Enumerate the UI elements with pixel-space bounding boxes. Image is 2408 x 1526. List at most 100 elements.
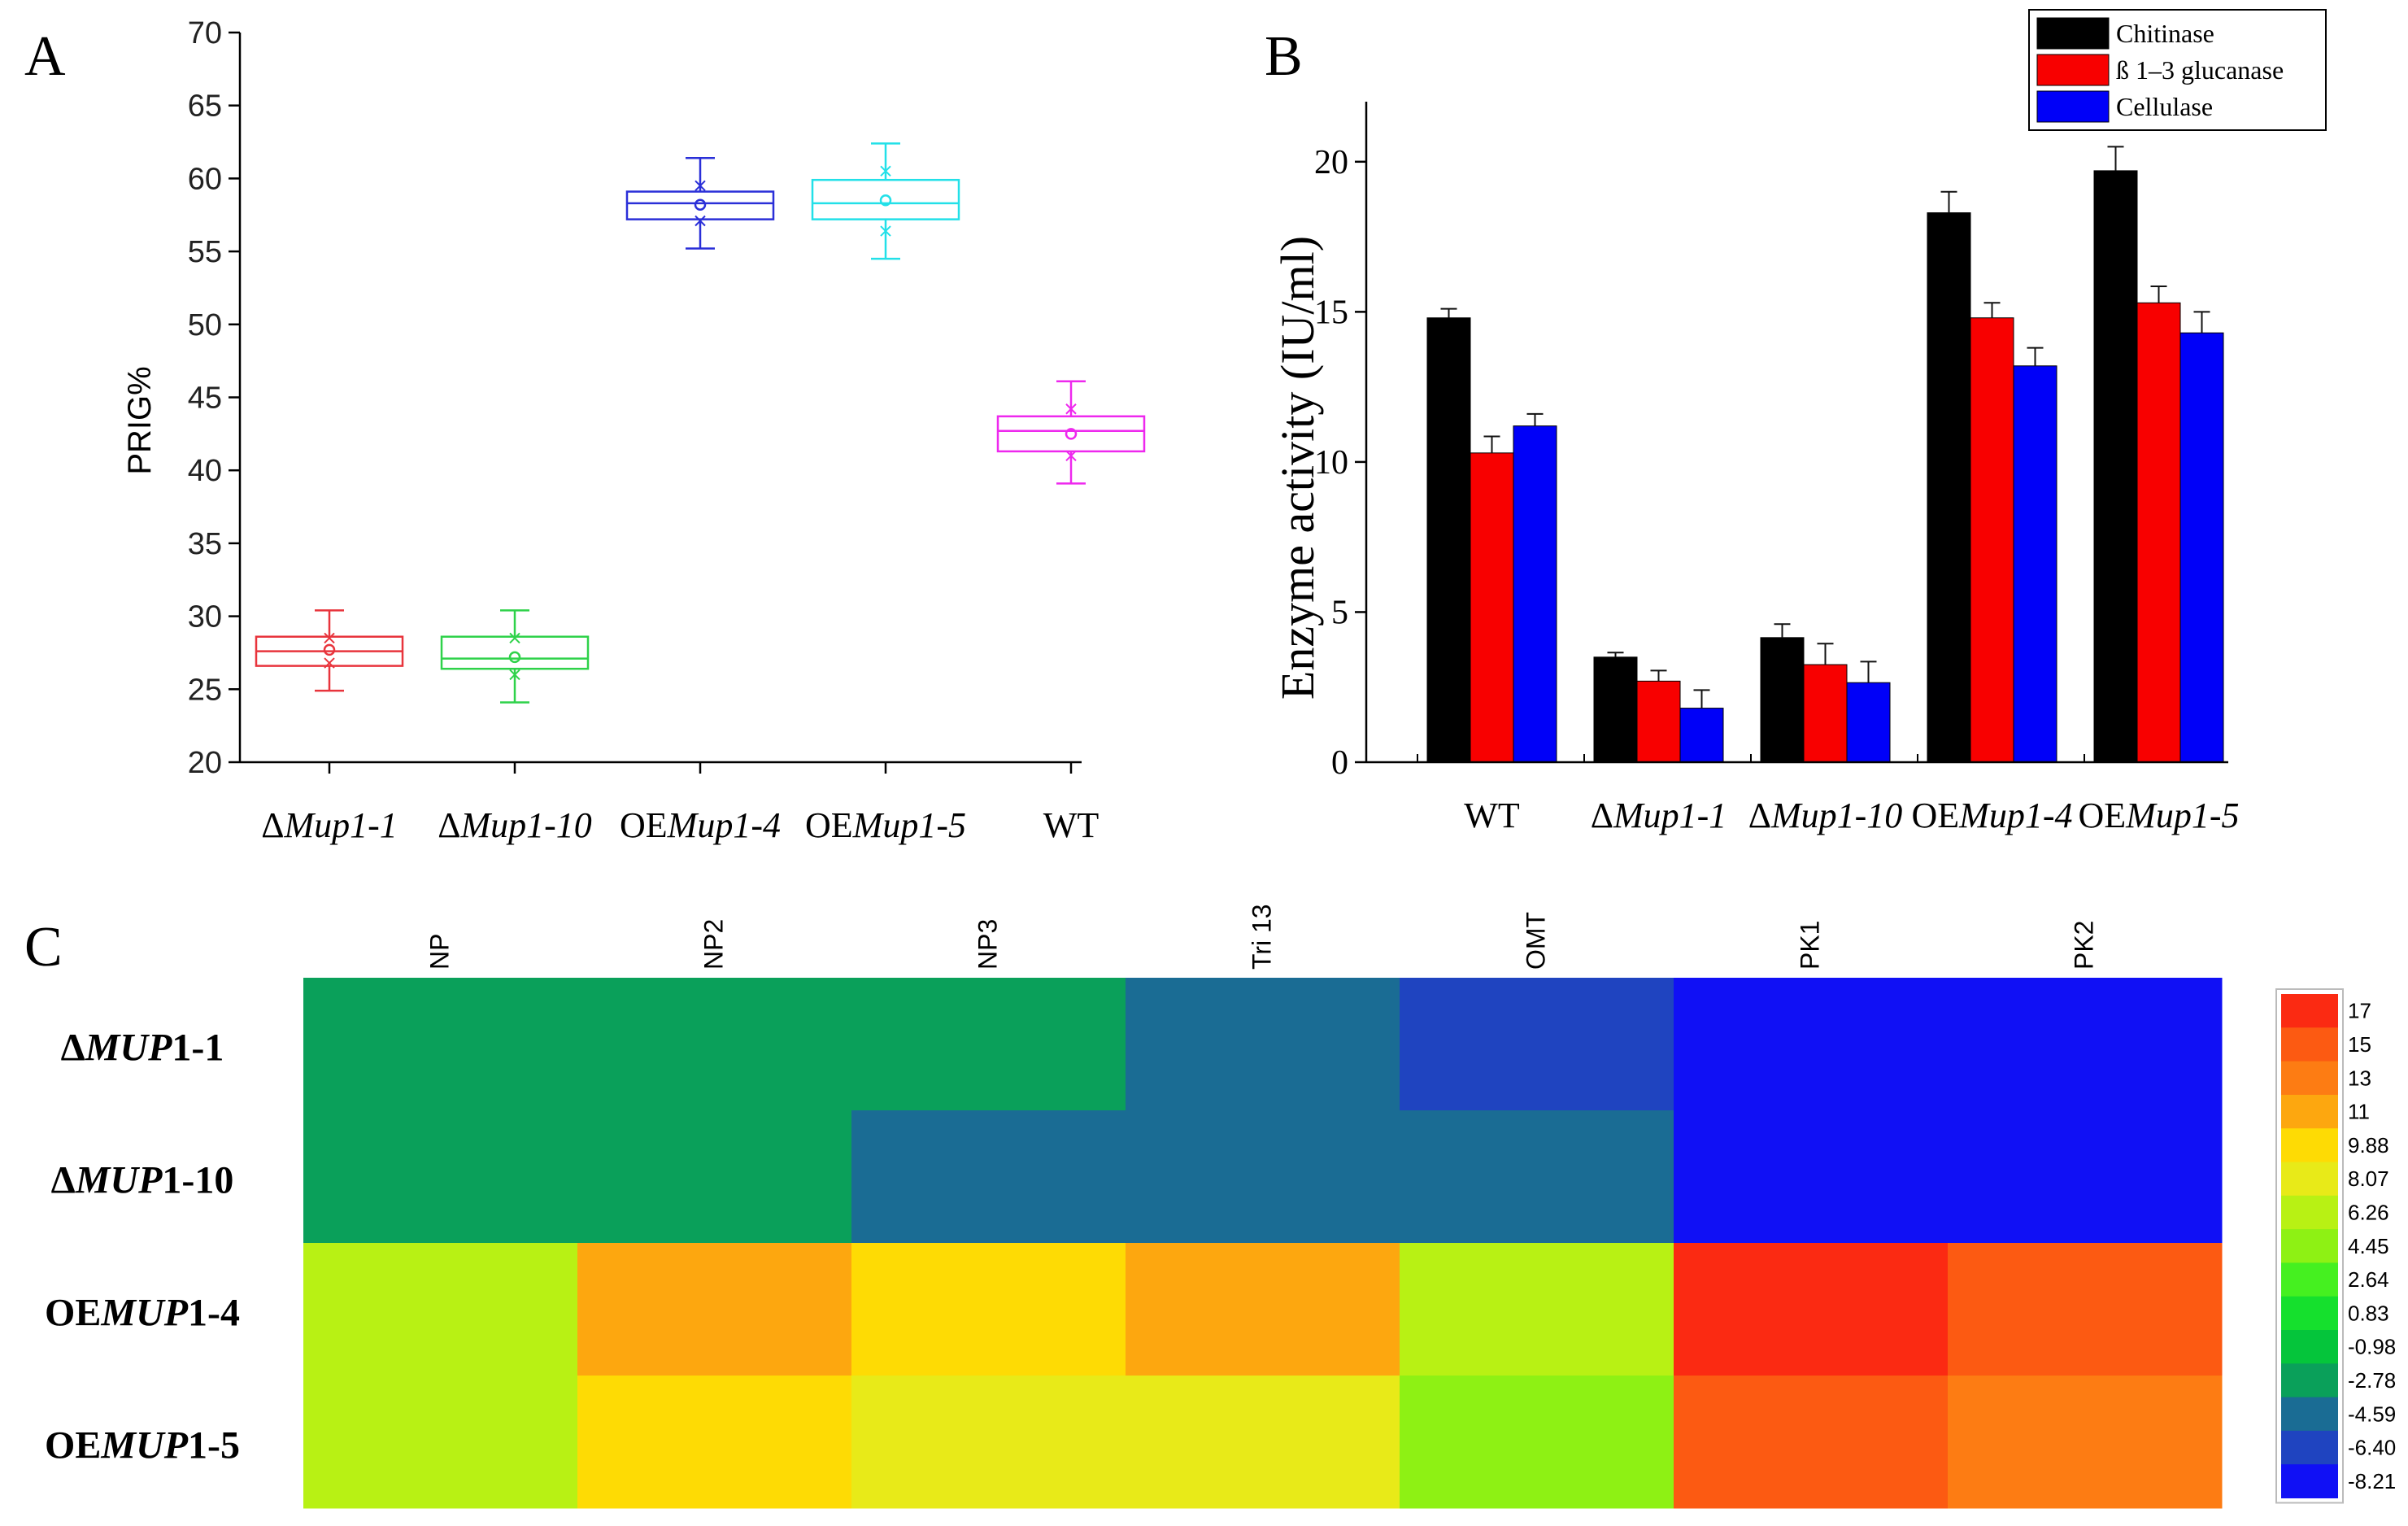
chart-c-cell bbox=[1674, 978, 1949, 1111]
chart-b-bar bbox=[2093, 170, 2138, 763]
chart-b-bar bbox=[1803, 664, 1848, 763]
chart-b-bar bbox=[2179, 332, 2224, 763]
chart-b-legend-label: ß 1–3 glucanase bbox=[2116, 55, 2284, 85]
chart-c-cell bbox=[1400, 978, 1674, 1111]
chart-a-y-tick-label: 60 bbox=[188, 162, 222, 196]
chart-a-max-marker bbox=[509, 632, 520, 644]
chart-b-bar bbox=[1846, 682, 1891, 763]
chart-c-scale-label: 15 bbox=[2348, 1032, 2371, 1057]
chart-c-column-label: Tri 13 bbox=[1248, 904, 1277, 970]
chart-b-legend-label: Cellulase bbox=[2116, 92, 2213, 121]
chart-b-x-tick-label: ΔMup1-10 bbox=[1748, 796, 1903, 835]
chart-a-y-tick-label: 70 bbox=[188, 16, 222, 50]
chart-c-cell bbox=[1674, 1110, 1949, 1244]
chart-a-mean-marker bbox=[1065, 428, 1078, 440]
chart-b-bar bbox=[2136, 302, 2181, 763]
chart-b-y-tick-label: 10 bbox=[1314, 444, 1348, 482]
chart-c-column-label: NP bbox=[425, 934, 455, 970]
chart-c-scale-label: 4.45 bbox=[2348, 1234, 2389, 1258]
chart-c-heatmap: NP NP2 NP3 Tri 13 OMT PK1 PK2 ΔMUP1-1 ΔMUP1-10 O… bbox=[45, 904, 2396, 1509]
chart-b-bar bbox=[1636, 680, 1681, 763]
chart-a-min-marker bbox=[695, 215, 706, 227]
chart-a-x-tick-label: WT bbox=[1043, 805, 1099, 845]
chart-c-scale-swatch bbox=[2281, 1330, 2338, 1364]
chart-c-cell bbox=[577, 1243, 852, 1376]
chart-c-column-label: PK2 bbox=[2070, 921, 2099, 970]
chart-b-bar bbox=[1426, 317, 1471, 763]
chart-a-mean-marker bbox=[323, 643, 336, 656]
chart-a-box-body bbox=[440, 635, 590, 670]
chart-c-cell bbox=[851, 1110, 1126, 1244]
chart-a-box-body bbox=[811, 178, 960, 220]
chart-b-barchart: 0 5 10 15 20 WT ΔMup1-1 ΔMup1-10 OEMup1-4 OEMup1… bbox=[1271, 9, 2327, 835]
chart-c-cell bbox=[1126, 1376, 1400, 1509]
chart-a-box bbox=[625, 157, 775, 250]
chart-c-scale-label: -2.78 bbox=[2348, 1368, 2396, 1393]
chart-c-scale-swatch bbox=[2281, 1128, 2338, 1162]
chart-c-cell bbox=[851, 1243, 1126, 1376]
chart-b-bar bbox=[1760, 637, 1805, 763]
chart-c-row-label: ΔMUP1-1 bbox=[61, 1027, 224, 1070]
chart-c-scale-swatch bbox=[2281, 1229, 2338, 1263]
chart-c-cell bbox=[303, 1110, 578, 1244]
chart-a-x-tick-label: OEMup1-5 bbox=[805, 805, 966, 845]
chart-b-bar bbox=[2013, 365, 2057, 763]
chart-a-x-tick-label: ΔMup1-1 bbox=[261, 805, 398, 845]
chart-c-cell bbox=[1948, 1376, 2223, 1509]
chart-b-y-tick-label: 20 bbox=[1314, 144, 1348, 181]
chart-b-x-tick-label: WT bbox=[1464, 796, 1520, 835]
chart-c-scale-label: -8.21 bbox=[2348, 1469, 2396, 1493]
chart-b-bar bbox=[1513, 425, 1557, 763]
chart-b-bar bbox=[1593, 656, 1638, 763]
chart-a-x-tick-label: ΔMup1-10 bbox=[438, 805, 592, 845]
chart-a-y-tick-label: 50 bbox=[188, 308, 222, 342]
chart-c-cell bbox=[577, 1376, 852, 1509]
chart-a-y-tick-label: 65 bbox=[188, 89, 222, 124]
chart-c-scale-swatch bbox=[2281, 1195, 2338, 1230]
chart-c-scale-swatch bbox=[2281, 1094, 2338, 1129]
chart-b-bar bbox=[1470, 452, 1514, 763]
chart-c-cell bbox=[1948, 1243, 2223, 1376]
chart-c-scale-label: 2.64 bbox=[2348, 1267, 2389, 1292]
chart-c-scale-swatch bbox=[2281, 994, 2338, 1028]
chart-c-scale-label: -6.40 bbox=[2348, 1436, 2396, 1460]
chart-a-mean-marker bbox=[508, 651, 521, 664]
chart-c-cell bbox=[303, 1243, 578, 1376]
chart-a-box-body bbox=[996, 415, 1146, 453]
chart-c-scale-swatch bbox=[2281, 1296, 2338, 1331]
chart-c-scale-label: 9.88 bbox=[2348, 1133, 2389, 1158]
chart-b-x-tick-label: OEMup1-4 bbox=[1912, 796, 2073, 835]
chart-a-min-marker bbox=[509, 669, 520, 681]
chart-c-color-scale: 17 15 13 11 9.88 8.07 6.26 4.45 2.64 0.83 -0.98 -2.… bbox=[2275, 988, 2396, 1504]
chart-c-row-label: ΔMUP1-10 bbox=[51, 1159, 234, 1202]
chart-b-y-tick-label: 15 bbox=[1314, 294, 1348, 331]
chart-a-mean-marker bbox=[879, 194, 892, 207]
chart-c-cell bbox=[1948, 1110, 2223, 1244]
chart-c-cell bbox=[577, 1110, 852, 1244]
chart-c-scale-label: 8.07 bbox=[2348, 1166, 2389, 1191]
chart-c-scale-swatch bbox=[2281, 1397, 2338, 1432]
chart-c-cell bbox=[1400, 1243, 1674, 1376]
chart-b-y-tick-label: 0 bbox=[1331, 744, 1348, 782]
chart-c-cell bbox=[851, 1376, 1126, 1509]
chart-c-scale-label: 0.83 bbox=[2348, 1301, 2389, 1325]
chart-c-cell bbox=[1400, 1376, 1674, 1509]
chart-a-box bbox=[255, 609, 404, 692]
chart-c-cell bbox=[1126, 1110, 1400, 1244]
chart-c-scale-label: -0.98 bbox=[2348, 1335, 2396, 1359]
chart-c-scale-swatch bbox=[2281, 1430, 2338, 1465]
chart-c-cell bbox=[1400, 1110, 1674, 1244]
chart-b-legend: Chitinase ß 1–3 glucanase Cellulase bbox=[2028, 9, 2327, 131]
chart-c-scale-swatch bbox=[2281, 1464, 2338, 1498]
chart-c-column-label: OMT bbox=[1522, 912, 1551, 970]
chart-c-scale-swatch bbox=[2281, 1262, 2338, 1297]
chart-b-bar bbox=[1927, 212, 1971, 763]
chart-b-bar bbox=[1970, 317, 2014, 763]
chart-a-y-tick-label: 55 bbox=[188, 235, 222, 269]
chart-a-y-tick-label: 40 bbox=[188, 454, 222, 488]
chart-c-row-label: OEMUP1-5 bbox=[45, 1424, 240, 1467]
chart-c-cell bbox=[1126, 978, 1400, 1111]
chart-b-legend-swatch bbox=[2036, 17, 2110, 50]
chart-c-scale-label: 11 bbox=[2348, 1100, 2370, 1124]
chart-a-y-tick-label: 20 bbox=[188, 746, 222, 780]
